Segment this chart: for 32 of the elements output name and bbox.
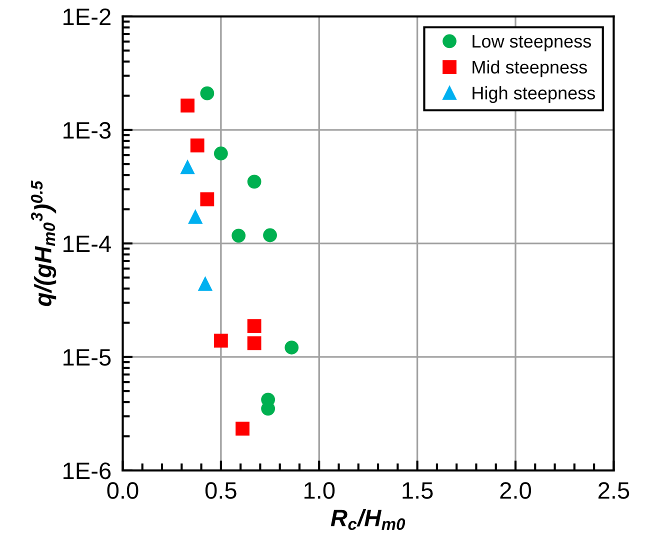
y-tick-label: 1E-6 <box>64 462 111 480</box>
x-tick-label: 2.0 <box>500 482 531 499</box>
point <box>247 174 262 189</box>
x-tick-label: 0.5 <box>205 482 236 499</box>
legend-label: Mid steepness <box>472 60 587 78</box>
point <box>232 228 246 243</box>
x-tick-label: 1.0 <box>304 482 335 499</box>
y-tick-label: 1E-2 <box>64 8 110 25</box>
x-tick-label: 2.5 <box>598 482 630 499</box>
y-tick-label: 1E-3 <box>64 122 111 139</box>
point <box>247 319 262 334</box>
x-tick-label: 1.5 <box>402 482 433 499</box>
point <box>214 334 228 348</box>
point <box>236 422 250 436</box>
x-tick-label: 0.0 <box>107 482 138 499</box>
point <box>200 192 214 206</box>
y-tick-label: 1E-5 <box>64 349 111 366</box>
x-axis-title: R$_{c}$/H$_{m0}$ <box>330 508 406 530</box>
point <box>214 146 228 160</box>
point <box>198 276 212 291</box>
point <box>180 98 194 112</box>
point <box>263 228 277 242</box>
point <box>180 160 194 174</box>
point <box>247 336 262 350</box>
legend-label: High steepness <box>472 86 595 104</box>
point <box>188 210 202 224</box>
legend-label: Low steepness <box>472 35 591 52</box>
point <box>200 86 214 100</box>
point <box>284 340 299 354</box>
y-tick-label: 1E-4 <box>64 236 111 252</box>
y-axis-title: q/(gH$_{m0}$$^{3}$)$^{0.5}$ <box>30 180 56 306</box>
point <box>190 138 204 152</box>
